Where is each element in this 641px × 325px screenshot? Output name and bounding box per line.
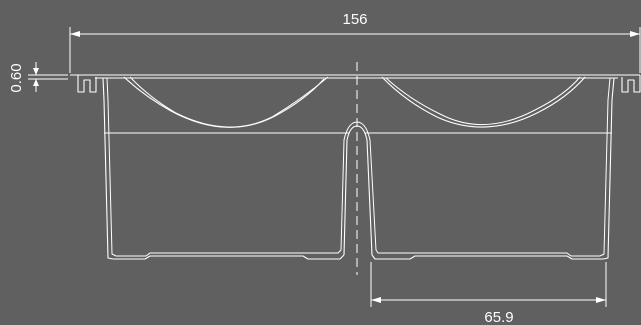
left-compartment-curve-inner [129, 76, 329, 128]
left-compartment-floor [113, 254, 345, 260]
rim-thickness-label: 0.60 [8, 63, 25, 92]
compartment-width-label: 65.9 [484, 309, 513, 325]
arrow-left [371, 297, 381, 303]
overall-width-label: 156 [342, 11, 367, 28]
left-compartment-curve [123, 76, 325, 128]
right-outer-wall [602, 77, 615, 260]
rim-thickness-dimension: 0.60 [8, 62, 68, 93]
overall-width-dimension: 156 [69, 11, 641, 73]
compartment-width-dimension: 65.9 [370, 262, 607, 325]
right-compartment-floor [371, 254, 603, 260]
arrow-right [596, 297, 606, 303]
left-rim-clip [70, 74, 97, 93]
right-rim-clip [621, 75, 641, 93]
arrow-down [33, 68, 39, 75]
left-compartment-floor-inner [116, 249, 342, 257]
arrow-left [70, 31, 80, 37]
left-outer-wall [102, 77, 114, 260]
right-compartment-curve-inner [385, 76, 581, 126]
arrow-right [630, 31, 640, 37]
right-inner-wall [599, 77, 611, 257]
left-inner-wall [106, 77, 117, 257]
arrow-up [33, 79, 39, 86]
right-compartment-curve [381, 76, 586, 128]
center-divider [343, 125, 373, 256]
tray-profile [70, 62, 641, 275]
right-compartment-floor-inner [375, 249, 600, 257]
